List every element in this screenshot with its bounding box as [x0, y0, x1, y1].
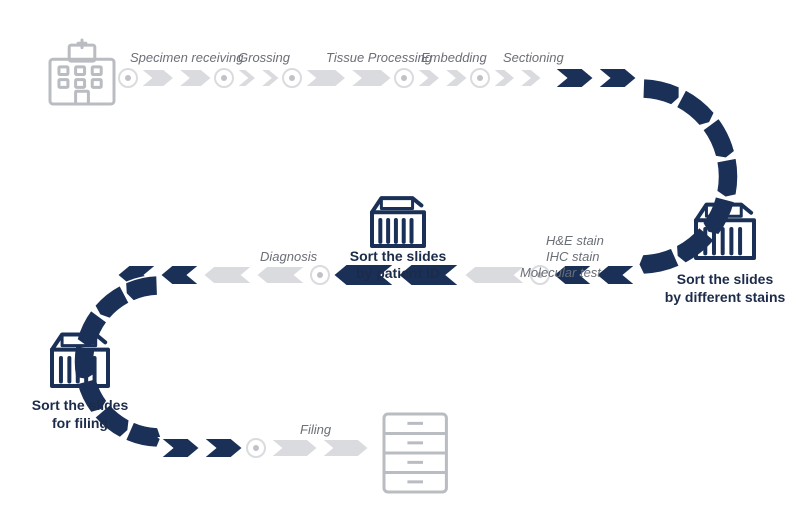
curve1-seg-1	[676, 90, 714, 126]
curve1-seg-2	[703, 118, 735, 158]
curve1-seg-0	[643, 79, 680, 106]
row3-light-b	[321, 439, 369, 457]
row1-dark-lead-a	[554, 68, 594, 88]
row1-dark-lead-b	[597, 68, 637, 88]
sort-filing-line1: Sort the slides	[32, 397, 129, 413]
row1-arrow-3a	[416, 69, 441, 87]
row2-light-stains	[464, 266, 526, 284]
sorter-patient-icon	[372, 198, 424, 246]
row1-label-4: Sectioning	[503, 50, 564, 65]
row1-arrow-1b	[260, 69, 281, 87]
stain-label-2: Molecular test	[520, 265, 602, 280]
row1-arrow-1a	[236, 69, 257, 87]
hospital-icon	[50, 40, 114, 104]
row1-arrow-3b	[444, 69, 469, 87]
curve1-seg-6	[639, 248, 680, 275]
row1-label-3: Embedding	[421, 50, 488, 65]
sort-filing-line2: for filing	[52, 415, 108, 431]
sort-stains-line1: Sort the slides	[677, 271, 774, 287]
row1-arrow-4a	[492, 69, 516, 87]
sort-patient-line1: Sort the slides	[350, 248, 447, 264]
row1-label-2: Tissue Processing	[326, 50, 433, 65]
row1-node-1-dot	[221, 75, 227, 81]
row1-node-0-dot	[125, 75, 131, 81]
stain-label-1: IHC stain	[546, 249, 599, 264]
row2-node-diagnosis-dot	[317, 272, 323, 278]
row1-arrow-4b	[519, 69, 543, 87]
row2-light-diag-a	[256, 266, 306, 284]
row1-node-2-dot	[289, 75, 295, 81]
curve2-seg-6	[125, 422, 161, 448]
sort-stains-line2: by different stains	[665, 289, 786, 305]
row1-arrow-0b	[178, 69, 213, 87]
filing-label: Filing	[300, 422, 332, 437]
row3-dark-b	[203, 438, 243, 458]
row1-arrow-2b	[350, 69, 393, 87]
row3-light-a	[270, 439, 318, 457]
row1-label-0: Specimen receiving	[130, 50, 244, 65]
sort-patient-line2: by patient ID	[356, 265, 440, 281]
diagnosis-label: Diagnosis	[260, 249, 318, 264]
row1-node-3-dot	[401, 75, 407, 81]
row3-node-filing-dot	[253, 445, 259, 451]
curve2-seg-1	[95, 285, 130, 318]
row3-dark-a	[160, 438, 200, 458]
stain-label-0: H&E stain	[546, 233, 604, 248]
row1-label-1: Grossing	[238, 50, 291, 65]
row2-dark-out-a	[160, 265, 200, 285]
row1-arrow-0a	[140, 69, 175, 87]
cabinet-icon	[384, 414, 446, 492]
row1-arrow-2a	[304, 69, 347, 87]
row2-light-diag-b	[203, 266, 253, 284]
row1-node-4-dot	[477, 75, 483, 81]
curve1-seg-3	[717, 158, 738, 197]
row2-dark-in-a	[596, 265, 636, 285]
